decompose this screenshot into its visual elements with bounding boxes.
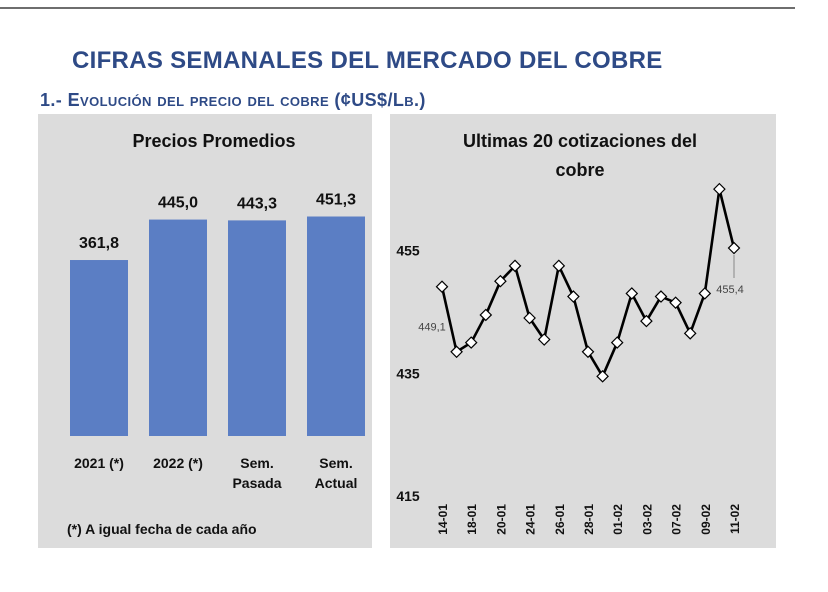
bar-1 [149,219,207,436]
average-prices-bar-chart: Precios Promedios 361,8 2021 (*) 445,0 2022… [67,131,365,537]
x-tick-label-18: 09-02 [699,504,713,535]
data-point-0 [435,280,449,294]
x-tick-label-20: 11-02 [728,504,742,534]
bar-value-label-2: 443,3 [237,195,277,212]
bar-category-label-3-0: Sem. [319,455,352,471]
data-point-7 [537,333,551,346]
bar-category-label-0-0: 2021 (*) [74,455,124,471]
data-point-9 [567,290,580,303]
x-tick-label-4: 20-01 [494,504,508,535]
y-tick-label-0: 415 [396,488,420,504]
data-point-19 [713,182,726,196]
last-quotes-line-chart: Ultimas 20 cotizaciones del cobre 415 435… [396,131,744,535]
data-point-6 [523,311,536,325]
data-point-14 [640,314,653,328]
data-point-18 [698,287,712,300]
point-label-first: 449,1 [418,322,446,334]
data-point-20 [727,241,741,255]
data-point-13 [625,287,639,300]
bar-value-label-3: 451,3 [316,192,356,209]
bar-chart-footnote: (*) A igual fecha de cada año [67,521,257,537]
x-tick-label-16: 07-02 [670,504,684,535]
bar-category-label-2-0: Sem. [240,455,273,471]
data-point-1 [450,345,463,359]
x-tick-label-12: 01-02 [611,504,625,535]
x-tick-label-8: 26-01 [553,504,567,535]
y-tick-label-2: 455 [396,243,420,259]
data-point-8 [552,259,566,273]
x-tick-label-10: 28-01 [582,504,596,535]
data-point-12 [610,336,624,349]
data-point-5 [508,259,522,273]
bar-0 [70,260,128,436]
x-tick-label-0: 14-01 [436,504,450,535]
line-chart-title-line-1: Ultimas 20 cotizaciones del [463,131,697,151]
bar-2 [228,220,286,436]
top-divider [0,7,795,9]
section-subtitle: 1.- Evolución del precio del cobre (¢US$… [40,90,426,110]
bar-category-label-1-0: 2022 (*) [153,455,203,471]
bar-chart-title: Precios Promedios [132,131,295,151]
last-quotes-panel: Ultimas 20 cotizaciones del cobre 415 435… [390,114,776,548]
data-point-2 [464,336,478,349]
point-label-last: 455,4 [716,284,744,296]
data-point-17 [683,327,697,340]
average-prices-panel: Precios Promedios 361,8 2021 (*) 445,0 2022… [38,114,372,548]
data-point-11 [596,369,609,383]
data-point-4 [494,274,507,288]
bar-value-label-0: 361,8 [79,235,119,252]
data-point-10 [581,345,595,359]
line-chart-title-line-2: cobre [555,160,604,180]
bar-category-label-3-1: Actual [315,475,358,491]
y-tick-label-1: 435 [396,365,420,381]
data-point-3 [479,308,493,322]
bar-category-label-2-1: Pasada [232,475,281,491]
x-tick-label-14: 03-02 [640,504,654,535]
bar-value-label-1: 445,0 [158,195,198,212]
data-point-16 [669,296,682,310]
x-tick-label-6: 24-01 [524,504,538,535]
data-point-15 [654,290,668,303]
page-title: CIFRAS SEMANALES DEL MERCADO DEL COBRE [72,47,663,74]
x-tick-label-2: 18-01 [465,504,479,535]
bar-3 [307,216,365,436]
